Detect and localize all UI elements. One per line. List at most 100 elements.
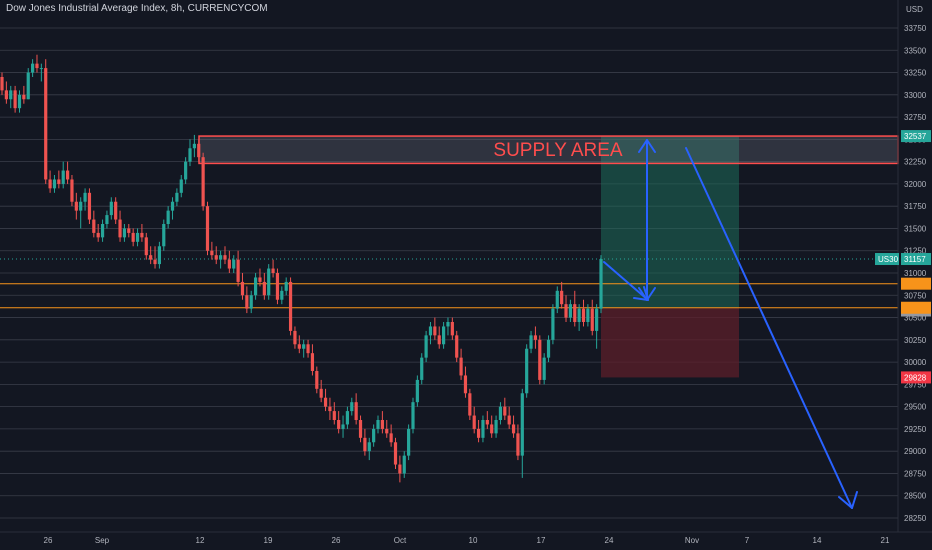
candle-body xyxy=(328,406,332,412)
time-tick-label: 21 xyxy=(881,536,890,545)
price-tick-label: 33500 xyxy=(904,46,927,55)
level-tag xyxy=(901,277,931,290)
candle-body xyxy=(433,326,437,336)
candle-body xyxy=(293,330,297,345)
candle-body xyxy=(275,273,280,300)
candle-body xyxy=(376,420,380,429)
candle-body xyxy=(288,281,293,331)
time-tick-label: Sep xyxy=(95,536,110,545)
candle-body xyxy=(284,281,288,291)
candle-body xyxy=(83,192,87,202)
grid xyxy=(0,27,898,519)
price-tag-bg xyxy=(901,130,931,143)
time-tick-label: 19 xyxy=(264,536,273,545)
price-tags: 32537US30311573057929828 xyxy=(875,130,931,384)
candle-body xyxy=(253,277,258,296)
candle-body xyxy=(9,90,13,100)
time-tick-label: Nov xyxy=(685,536,699,545)
candle-body xyxy=(306,344,310,354)
candle-body xyxy=(402,455,406,474)
candle-body xyxy=(52,179,57,189)
candle-body xyxy=(420,357,424,380)
measure-arrow-head xyxy=(638,139,648,153)
candle-body xyxy=(398,464,402,474)
time-tick-label: 7 xyxy=(745,536,750,545)
candle-body xyxy=(354,402,358,420)
candle-body xyxy=(468,393,472,416)
candle-body xyxy=(555,290,559,309)
supply-area-box xyxy=(198,135,899,165)
candle-body xyxy=(179,179,183,193)
time-axis[interactable]: 26 Sep 12 19 26 Oct 10 17 24 Nov 7 14 21 xyxy=(0,531,932,545)
candle-body xyxy=(476,428,481,438)
price-tick-label: 31500 xyxy=(904,224,927,233)
price-tick-label: 29750 xyxy=(904,380,927,389)
price-axis[interactable]: 28250 28500 28750 29000 29250 29500 29750 30000… xyxy=(897,0,927,532)
time-tick-label: 26 xyxy=(44,536,53,545)
candle-body xyxy=(590,308,594,331)
candle-body xyxy=(560,290,564,305)
candle-body xyxy=(428,326,433,336)
candle-body xyxy=(516,433,520,456)
candle-body xyxy=(446,322,450,327)
candle-body xyxy=(498,406,503,420)
price-tag-text: 29828 xyxy=(904,373,927,382)
candle-body xyxy=(551,308,555,340)
candle-body xyxy=(363,437,367,452)
candle-body xyxy=(525,348,529,394)
candle-body xyxy=(258,277,262,282)
price-tick-label: 29000 xyxy=(904,447,927,456)
time-tick-label: 17 xyxy=(537,536,546,545)
candle-body xyxy=(546,339,551,358)
candle-body xyxy=(267,268,271,296)
price-tick-label: 32000 xyxy=(904,180,927,189)
candle-body xyxy=(520,393,524,456)
projection-arrow-head xyxy=(838,496,853,509)
candle-body xyxy=(4,90,8,100)
candle-body xyxy=(227,259,231,269)
time-tick-label: 10 xyxy=(469,536,478,545)
price-tick-label: 28750 xyxy=(904,469,927,478)
candle-body xyxy=(205,206,210,251)
candle-body xyxy=(297,344,301,349)
supply-area-label: SUPPLY AREA xyxy=(493,140,623,161)
candle-body xyxy=(114,201,118,220)
candle-body xyxy=(192,143,196,149)
candle-body xyxy=(459,357,463,376)
candle-body xyxy=(573,304,577,322)
symbol-tag-bg xyxy=(875,253,899,266)
candle-body xyxy=(262,281,266,296)
candle-body xyxy=(503,406,507,416)
zones: SUPPLY AREA xyxy=(0,135,899,378)
candle-body xyxy=(302,344,306,349)
candle-body xyxy=(236,259,240,282)
candle-body xyxy=(586,308,590,322)
candle-body xyxy=(96,232,100,238)
price-tick-label: 28500 xyxy=(904,492,927,501)
candle-body xyxy=(358,420,363,438)
candle-body xyxy=(441,326,446,345)
candle-body xyxy=(450,322,454,336)
candle-body xyxy=(166,210,170,224)
candle-body xyxy=(350,402,354,412)
candle-body xyxy=(57,179,61,184)
candle-body xyxy=(223,255,227,260)
candle-body xyxy=(341,424,345,429)
symbol-tag-text: US30 xyxy=(878,255,899,264)
candle-body xyxy=(201,157,205,207)
candle-body xyxy=(22,94,26,100)
candle-body xyxy=(538,339,542,380)
candle-body xyxy=(65,170,70,180)
candle-body xyxy=(92,219,96,233)
candle-body xyxy=(175,192,179,202)
time-tick-label: Oct xyxy=(394,536,407,545)
candle-body xyxy=(144,237,148,256)
candle-body xyxy=(197,143,201,158)
candle-body xyxy=(214,255,218,260)
projection-arrow-line xyxy=(685,147,853,509)
candle-body xyxy=(100,224,105,238)
candle-body xyxy=(577,308,581,322)
candle-body xyxy=(472,415,476,429)
candles xyxy=(0,54,603,483)
